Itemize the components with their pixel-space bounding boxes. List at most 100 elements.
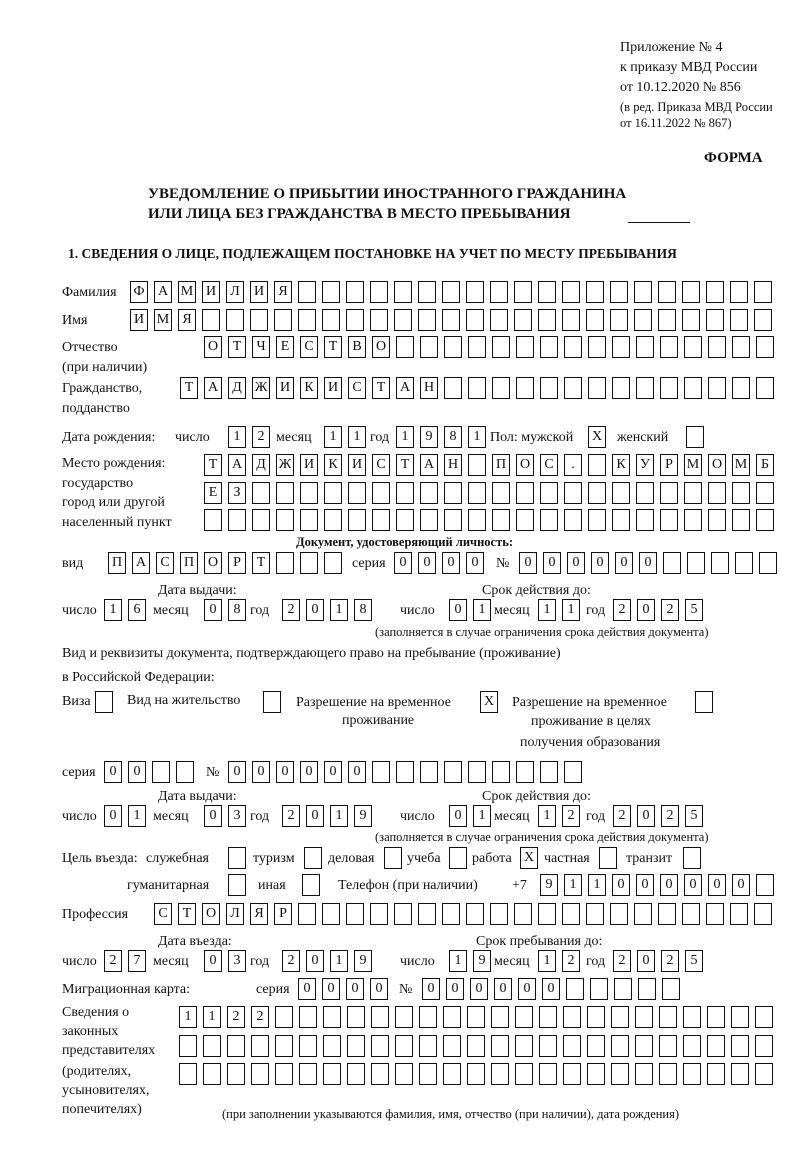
char-cell[interactable] [394, 903, 412, 925]
char-cell[interactable]: 0 [470, 978, 488, 1000]
char-cell[interactable]: С [300, 336, 318, 358]
char-cell[interactable] [588, 454, 606, 476]
char-cell[interactable] [711, 552, 729, 574]
char-cell[interactable]: С [154, 903, 172, 925]
char-cell[interactable] [540, 336, 558, 358]
char-cell[interactable]: А [228, 454, 246, 476]
char-cell[interactable] [370, 281, 388, 303]
char-cell[interactable] [250, 309, 268, 331]
char-cell[interactable]: 0 [306, 805, 324, 827]
char-cell[interactable] [346, 281, 364, 303]
char-cell[interactable] [539, 1035, 557, 1057]
char-cell[interactable] [636, 377, 654, 399]
char-cell[interactable] [394, 281, 412, 303]
residence-checkbox[interactable] [263, 691, 281, 713]
char-cell[interactable] [516, 336, 534, 358]
char-cell[interactable]: Д [252, 454, 270, 476]
char-cell[interactable]: 0 [615, 552, 633, 574]
char-cell[interactable] [708, 482, 726, 504]
char-cell[interactable]: 1 [228, 426, 246, 448]
char-cell[interactable]: 0 [300, 761, 318, 783]
char-cell[interactable] [516, 482, 534, 504]
char-cell[interactable] [444, 509, 462, 531]
char-cell[interactable] [299, 1006, 317, 1028]
char-cell[interactable]: Н [444, 454, 462, 476]
char-cell[interactable] [707, 1006, 725, 1028]
char-cell[interactable] [442, 903, 460, 925]
char-cell[interactable] [276, 482, 294, 504]
char-cell[interactable]: 5 [685, 950, 703, 972]
char-cell[interactable] [490, 281, 508, 303]
char-cell[interactable]: 0 [104, 761, 122, 783]
char-cell[interactable] [562, 309, 580, 331]
char-cell[interactable]: 1 [564, 874, 582, 896]
char-cell[interactable]: 0 [466, 552, 484, 574]
char-cell[interactable] [394, 309, 412, 331]
char-cell[interactable] [611, 1063, 629, 1085]
char-cell[interactable] [418, 903, 436, 925]
char-cell[interactable] [298, 309, 316, 331]
char-cell[interactable] [346, 309, 364, 331]
char-cell[interactable] [323, 1063, 341, 1085]
char-cell[interactable] [466, 281, 484, 303]
char-cell[interactable] [731, 1006, 749, 1028]
char-cell[interactable] [612, 336, 630, 358]
char-cell[interactable]: Е [204, 482, 222, 504]
char-cell[interactable]: 2 [562, 805, 580, 827]
char-cell[interactable] [466, 903, 484, 925]
char-cell[interactable]: 9 [540, 874, 558, 896]
char-cell[interactable] [706, 281, 724, 303]
char-cell[interactable] [708, 377, 726, 399]
char-cell[interactable] [610, 903, 628, 925]
char-cell[interactable]: К [300, 377, 318, 399]
char-cell[interactable]: А [154, 281, 172, 303]
char-cell[interactable]: 1 [104, 599, 122, 621]
char-cell[interactable] [442, 281, 460, 303]
char-cell[interactable] [687, 552, 705, 574]
char-cell[interactable]: Ф [130, 281, 148, 303]
visa-checkbox[interactable] [95, 691, 113, 713]
char-cell[interactable]: С [348, 377, 366, 399]
char-cell[interactable] [612, 482, 630, 504]
char-cell[interactable] [419, 1035, 437, 1057]
char-cell[interactable] [658, 281, 676, 303]
char-cell[interactable] [563, 1035, 581, 1057]
char-cell[interactable]: 2 [562, 950, 580, 972]
char-cell[interactable] [420, 336, 438, 358]
char-cell[interactable] [562, 281, 580, 303]
char-cell[interactable] [396, 336, 414, 358]
char-cell[interactable] [660, 336, 678, 358]
char-cell[interactable]: 0 [494, 978, 512, 1000]
char-cell[interactable]: Т [372, 377, 390, 399]
char-cell[interactable]: 0 [660, 874, 678, 896]
char-cell[interactable] [659, 1035, 677, 1057]
char-cell[interactable] [492, 377, 510, 399]
char-cell[interactable] [588, 336, 606, 358]
char-cell[interactable] [372, 482, 390, 504]
char-cell[interactable] [275, 1006, 293, 1028]
char-cell[interactable] [563, 1006, 581, 1028]
char-cell[interactable] [586, 309, 604, 331]
char-cell[interactable] [539, 1006, 557, 1028]
char-cell[interactable] [638, 978, 656, 1000]
purpose-official-checkbox[interactable] [228, 847, 246, 869]
char-cell[interactable]: Ж [252, 377, 270, 399]
char-cell[interactable] [540, 482, 558, 504]
char-cell[interactable]: 0 [370, 978, 388, 1000]
char-cell[interactable]: 8 [228, 599, 246, 621]
char-cell[interactable]: А [204, 377, 222, 399]
char-cell[interactable] [300, 509, 318, 531]
char-cell[interactable]: 0 [567, 552, 585, 574]
char-cell[interactable] [684, 377, 702, 399]
char-cell[interactable] [252, 509, 270, 531]
